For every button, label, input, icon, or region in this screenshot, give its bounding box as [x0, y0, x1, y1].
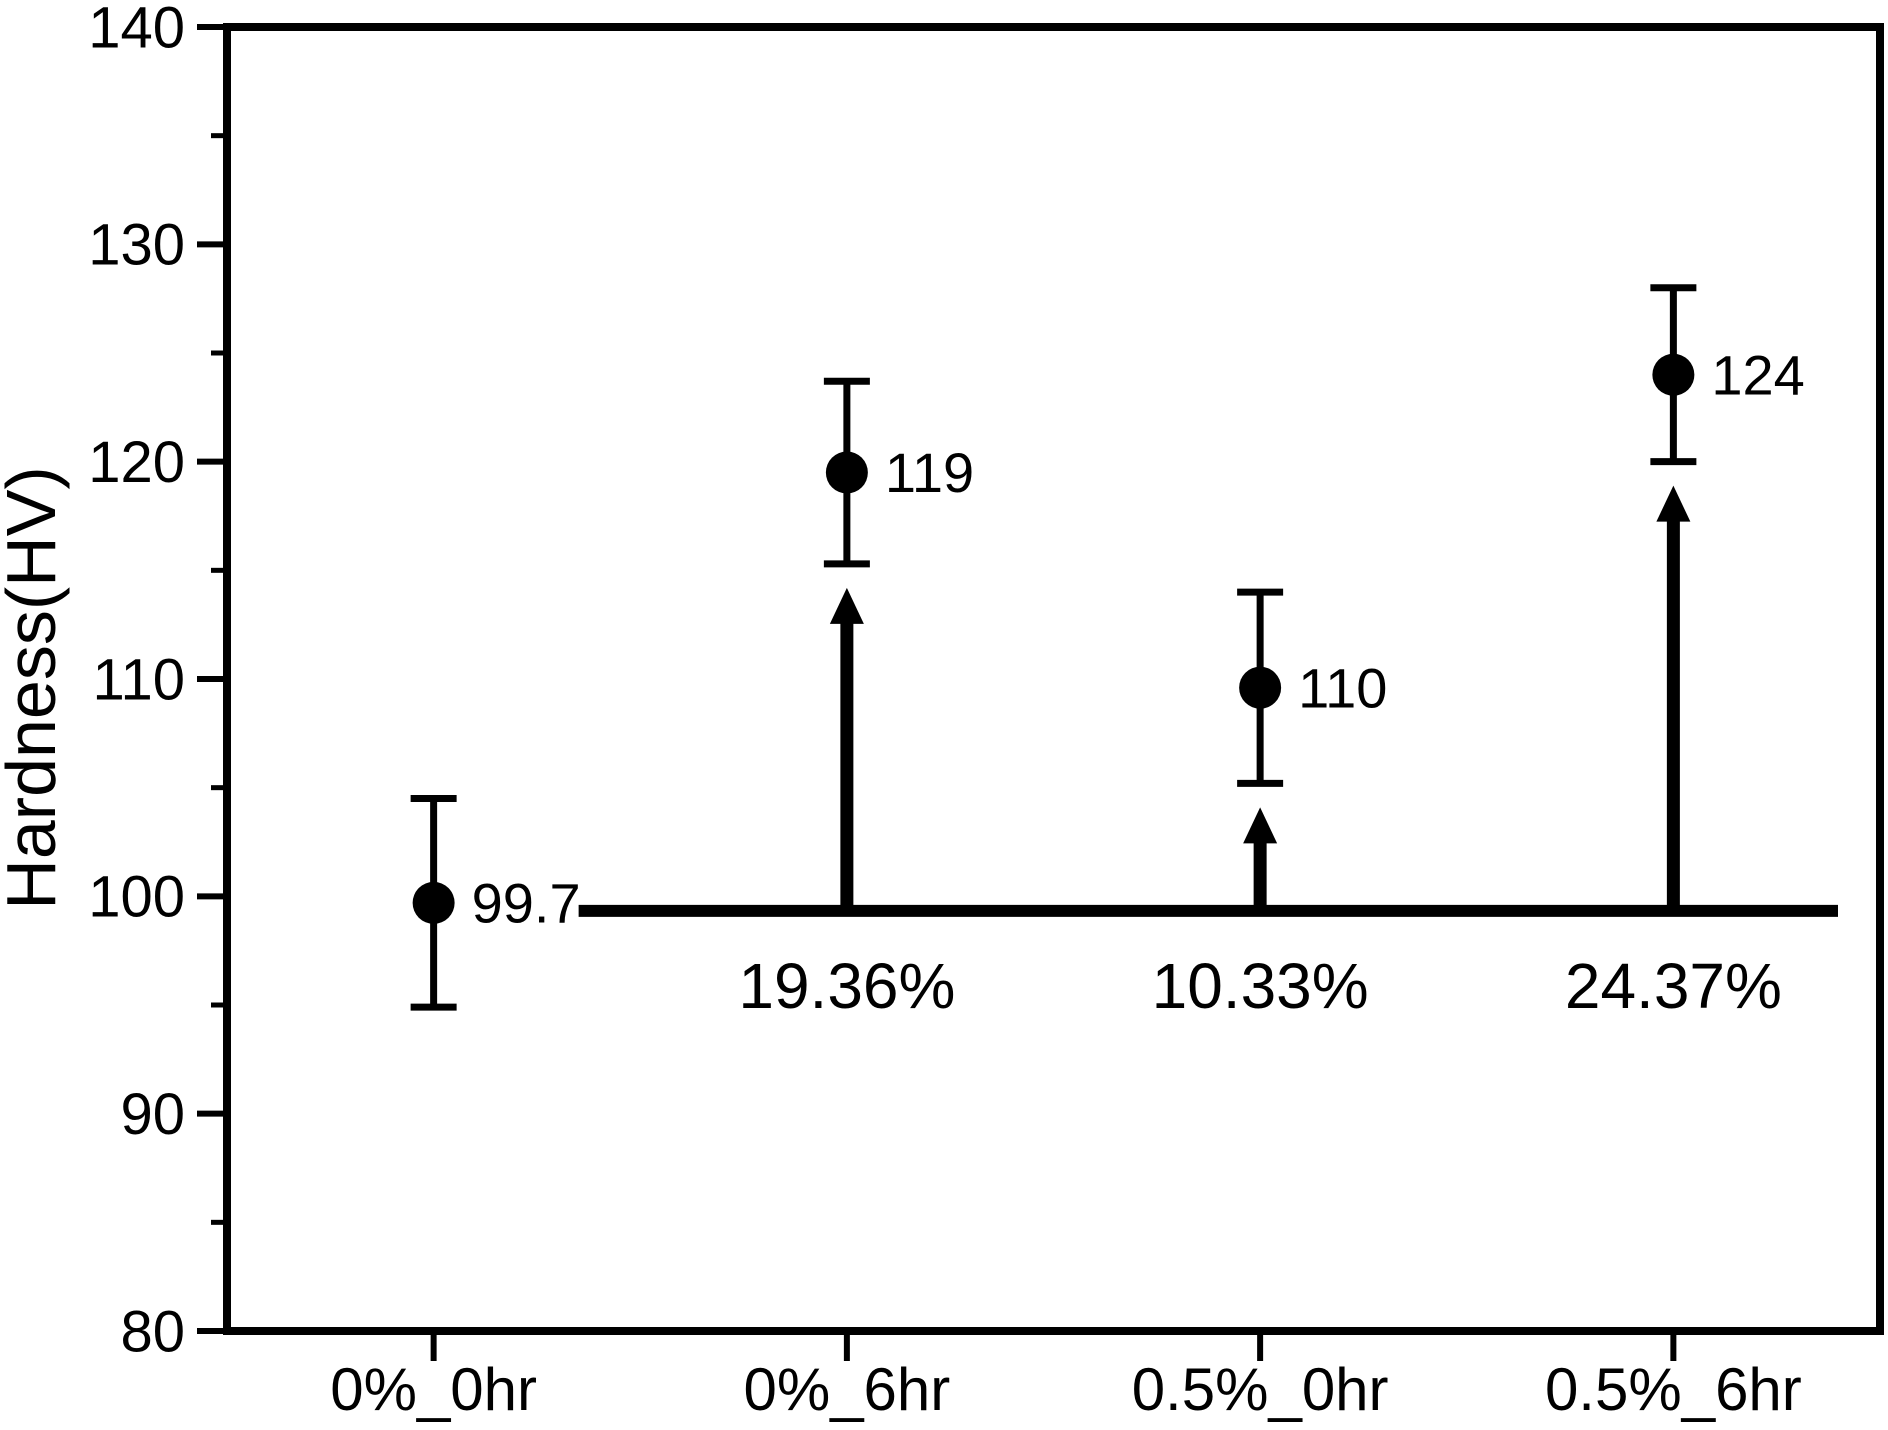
x-tick-label-0: 0%_0hr — [330, 1356, 537, 1423]
increase-arrow-head-2 — [1656, 485, 1691, 522]
y-tick-label-2: 100 — [88, 865, 185, 930]
y-tick-label-5: 130 — [88, 213, 185, 278]
increase-percent-label-1: 10.33% — [1152, 950, 1369, 1022]
plot-border — [223, 23, 1884, 1335]
y-axis-title: Hardness(HV) — [0, 466, 70, 909]
increase-arrow-head-1 — [1243, 807, 1278, 844]
y-tick-label-6: 140 — [88, 0, 185, 60]
y-tick-label-3: 110 — [93, 647, 185, 712]
increase-percent-label-2: 24.37% — [1565, 950, 1782, 1022]
data-point-label-3: 124 — [1711, 343, 1804, 406]
y-tick-label-4: 120 — [88, 430, 185, 495]
y-tick-label-1: 90 — [120, 1082, 185, 1147]
x-tick-label-1: 0%_6hr — [743, 1356, 950, 1423]
data-point-1 — [825, 451, 868, 494]
data-point-2 — [1239, 666, 1282, 709]
data-point-label-1: 119 — [885, 441, 974, 504]
data-point-label-2: 110 — [1298, 656, 1387, 719]
data-point-0 — [412, 881, 455, 924]
increase-percent-label-0: 19.36% — [738, 950, 955, 1022]
x-tick-label-3: 0.5%_6hr — [1545, 1356, 1802, 1423]
data-point-label-0: 99.7 — [472, 871, 581, 934]
y-tick-label-0: 80 — [120, 1299, 185, 1364]
data-point-3 — [1652, 353, 1695, 396]
x-tick-label-2: 0.5%_0hr — [1132, 1356, 1389, 1423]
increase-arrow-head-0 — [829, 587, 864, 624]
